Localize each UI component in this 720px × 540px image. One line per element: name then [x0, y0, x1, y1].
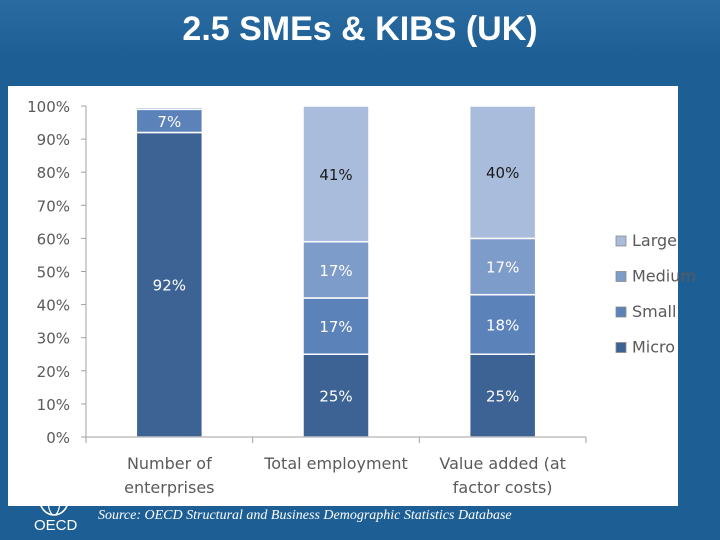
y-tick-label-9: 90%: [37, 131, 70, 149]
y-tick-label-0: 0%: [46, 429, 70, 447]
data-label-micro-0: 92%: [153, 277, 186, 295]
bar-segment-small-2: [468, 293, 537, 356]
slide-title: 2.5 SMEs & KIBS (UK): [182, 10, 538, 48]
data-label-small-1: 17%: [319, 318, 352, 336]
bar-segment-micro-2: [468, 353, 537, 438]
y-tick-label-3: 30%: [37, 330, 70, 348]
y-tick-label-6: 60%: [37, 230, 70, 248]
bars-group: 92% 7% 25% 17% 17% 41% 25% 18% 17% 40%: [135, 105, 537, 438]
x-category-label-0: Number of enterprises: [124, 454, 214, 497]
y-tick-label-10: 100%: [27, 98, 70, 116]
y-tick-label-4: 40%: [37, 297, 70, 315]
legend-swatch-micro: [615, 342, 627, 353]
legend-label-medium: Medium: [632, 267, 696, 286]
y-tick-label-7: 70%: [37, 197, 70, 215]
y-tick-label-8: 80%: [37, 164, 70, 182]
legend-label-small: Small: [632, 302, 676, 321]
bar-segment-medium-2: [468, 237, 537, 296]
legend: Large Medium Small Micro: [615, 231, 696, 357]
data-label-small-2: 18%: [486, 316, 519, 334]
data-label-micro-1: 25%: [319, 388, 352, 406]
legend-label-micro: Micro: [632, 338, 675, 357]
legend-swatch-small: [615, 306, 627, 318]
legend-swatch-large: [615, 235, 627, 247]
bar-segment-large-2: [468, 105, 537, 240]
data-label-large-2: 40%: [486, 164, 519, 182]
y-tick-label-5: 50%: [37, 264, 70, 282]
bar-segment-large-0: [135, 105, 204, 109]
bar-segment-micro-0: [135, 131, 204, 438]
data-label-medium-2: 17%: [486, 259, 519, 277]
source-note: Source: OECD Structural and Business Dem…: [98, 508, 512, 523]
data-label-micro-2: 25%: [486, 388, 519, 406]
title-band: [0, 0, 720, 58]
x-category-label-1: Total employment: [263, 454, 408, 473]
data-label-small-0: 7%: [157, 113, 181, 131]
axes-group: 0% 10% 20% 30% 40% 50% 60% 70% 80% 90% 100% Number …: [27, 98, 587, 497]
data-label-large-1: 41%: [319, 166, 352, 184]
y-tick-label-2: 20%: [37, 363, 70, 381]
data-label-medium-1: 17%: [319, 262, 352, 280]
y-tick-label-1: 10%: [37, 396, 70, 414]
oecd-logo-text: OECD: [34, 517, 78, 534]
x-category-label-2: Value added (at factor costs): [439, 454, 566, 497]
oecd-logo: OECD: [32, 484, 90, 539]
bar-segment-large-1: [302, 105, 370, 243]
legend-label-large: Large: [632, 231, 677, 250]
legend-swatch-medium: [615, 271, 627, 282]
